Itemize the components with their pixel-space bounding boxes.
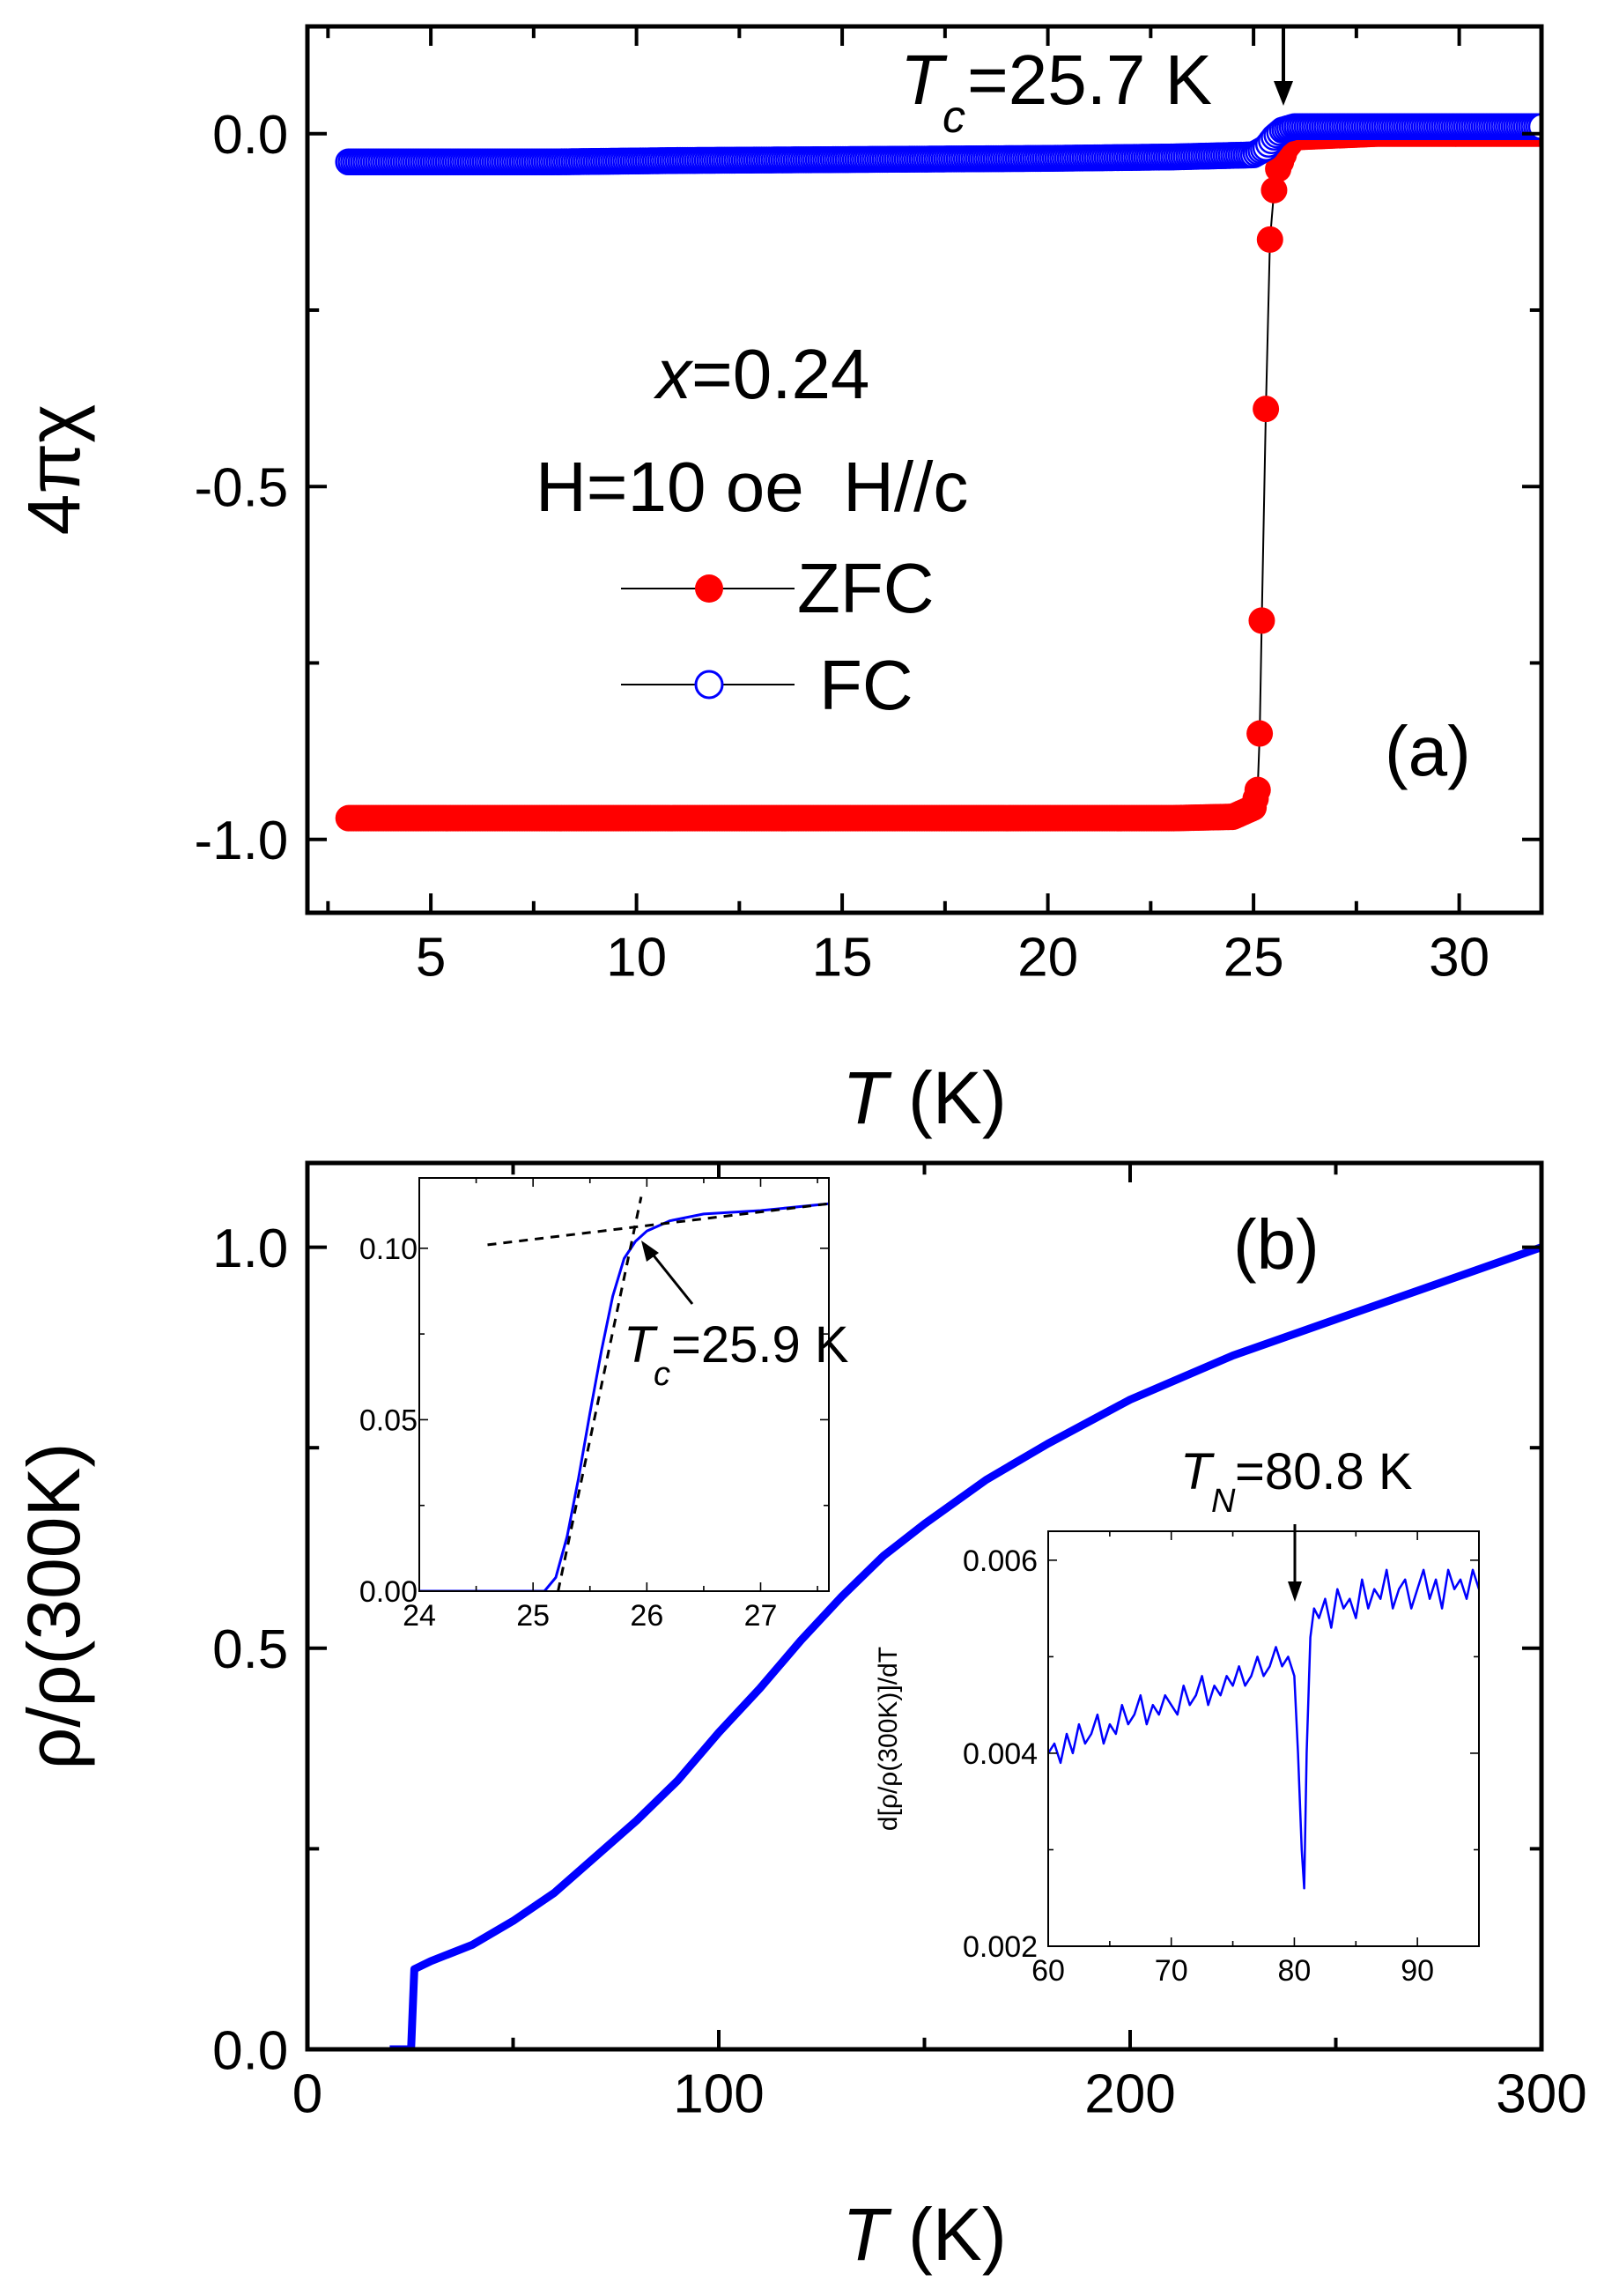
- series-group: [1048, 1568, 1479, 1890]
- tc-arrow-shaft: [648, 1250, 694, 1305]
- legend-fc-label: FC: [819, 646, 913, 724]
- legend-zfc-marker-icon: [695, 574, 723, 603]
- y-tick-label: 0.002: [963, 1930, 1038, 1964]
- legend-fc-marker-icon: [694, 670, 724, 700]
- tc-annotation-b: T c =25.9 K: [624, 1241, 849, 1393]
- zfc-point: [1260, 176, 1288, 204]
- tc-subscript: c: [654, 1356, 670, 1393]
- plot-frame: [1047, 1530, 1480, 1947]
- y-tick-label: 0.0: [212, 105, 288, 166]
- x-tick-label: 20: [1017, 927, 1078, 988]
- y-tick-label: 0.00: [359, 1575, 418, 1609]
- x-tick-label: 25: [1223, 927, 1284, 988]
- zfc-point: [1248, 607, 1275, 634]
- x-tick-label: 200: [1084, 2063, 1175, 2124]
- zfc-point: [1253, 396, 1280, 423]
- composition-symbol: x: [653, 335, 694, 413]
- y-axis-title: ρ/ρ(300K): [12, 1442, 95, 1769]
- zfc-point: [1256, 226, 1283, 253]
- x-tick-label: 60: [1031, 1954, 1065, 1988]
- series-resistivity: [389, 1243, 1541, 2049]
- x-axis-title: T (K): [842, 2193, 1007, 2276]
- x-tick-label: 5: [416, 927, 446, 988]
- x-tick-label: 26: [630, 1599, 663, 1633]
- tc-symbol: T: [624, 1316, 658, 1374]
- x-tick-label: 300: [1496, 2063, 1586, 2124]
- chart-b-inset-tc: 24 25 26 27 0.00 0.05 0.10: [359, 1177, 830, 1633]
- tn-value: =80.8 K: [1235, 1443, 1413, 1500]
- x-tick-label: 25: [516, 1599, 550, 1633]
- series-transition-fit: [557, 1196, 643, 1591]
- x-tick-label: 70: [1155, 1954, 1188, 1988]
- tn-arrow-head-icon: [1288, 1581, 1302, 1602]
- series-resistivity: [419, 1202, 829, 1591]
- zfc-point: [1244, 776, 1271, 804]
- tn-annotation: T N =80.8 K: [1180, 1443, 1413, 1602]
- y-tick-label: 0.006: [963, 1544, 1038, 1578]
- legend-zfc-label: ZFC: [797, 549, 935, 627]
- x-tick-label: 30: [1429, 927, 1490, 988]
- y-axis-title: d[ρ/ρ(300K)]/dT: [874, 1647, 903, 1831]
- x-tick-label: 0: [292, 2063, 322, 2124]
- series-group: [419, 1196, 829, 1591]
- series-derivative: [1048, 1568, 1479, 1890]
- y-tick-label: 0.5: [212, 1619, 288, 1680]
- legend: ZFC FC: [621, 549, 935, 724]
- panel-label-a: (a): [1385, 712, 1471, 790]
- y-tick-label: 0.05: [359, 1404, 418, 1438]
- x-axis-title-symbol: T: [842, 1056, 892, 1139]
- tc-value: =25.9 K: [671, 1316, 849, 1374]
- field-label: H=10 oe H//c: [536, 448, 968, 526]
- x-tick-label: 15: [812, 927, 873, 988]
- plot-background: [1048, 1531, 1479, 1946]
- y-axis-title: 4πχ: [12, 404, 95, 536]
- x-tick-label: 100: [673, 2063, 764, 2124]
- y-tick-label: 0.004: [963, 1737, 1038, 1771]
- tn-symbol: T: [1180, 1443, 1215, 1500]
- series-normal-state-fit: [487, 1202, 829, 1247]
- chart-b-inset-deriv: 60 70 80 90 0.002 0.004 0.006 d[ρ/ρ(300K)]/dT: [874, 1530, 1480, 1988]
- x-axis-title-unit: (K): [888, 1056, 1007, 1139]
- x-axis-title-unit: (K): [888, 2193, 1007, 2276]
- tc-annotation-a: T c =25.7 K: [900, 28, 1293, 143]
- tc-value: =25.7 K: [967, 41, 1212, 119]
- zfc-point: [1265, 155, 1292, 182]
- x-tick-label: 10: [606, 927, 667, 988]
- y-tick-label: 0.10: [359, 1233, 418, 1266]
- tc-subscript: c: [943, 92, 965, 143]
- plot-background: [419, 1178, 829, 1591]
- x-tick-label: 27: [744, 1599, 778, 1633]
- x-tick-label: 90: [1401, 1954, 1434, 1988]
- y-tick-label: -1.0: [194, 811, 288, 871]
- tc-symbol: T: [900, 41, 948, 119]
- x-axis-title-symbol: T: [842, 2193, 892, 2276]
- series-group: [389, 1243, 1541, 2049]
- x-tick-label: 80: [1278, 1954, 1312, 1988]
- y-tick-label: 1.0: [212, 1218, 288, 1279]
- chart-a: 5 10 15 20 25 30 0.0 -0.5 -1.0 T (K) 4πχ: [12, 24, 1544, 1139]
- y-tick-label: 0.0: [212, 2020, 288, 2081]
- x-tick-label: 24: [403, 1599, 436, 1633]
- tc-arrow-head-icon: [1274, 81, 1293, 106]
- zfc-point: [1246, 720, 1274, 747]
- plot-frame: [418, 1177, 830, 1592]
- x-axis-title: T (K): [842, 1056, 1007, 1139]
- tc-arrow-head-icon: [641, 1241, 659, 1262]
- y-tick-label: -0.5: [194, 458, 288, 519]
- series-group: [335, 113, 1541, 832]
- plot-frame: [305, 24, 1544, 915]
- panel-label-b: (b): [1233, 1205, 1320, 1284]
- composition-value: =0.24: [691, 335, 869, 413]
- tn-subscript: N: [1211, 1483, 1236, 1520]
